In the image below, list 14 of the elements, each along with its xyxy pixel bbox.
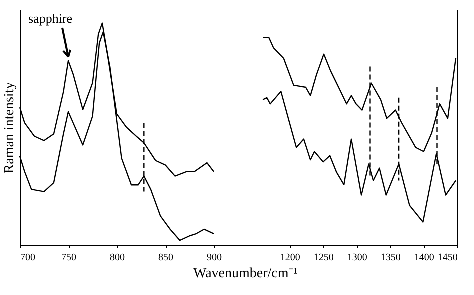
x-tick-label: 700 [20, 252, 36, 264]
x-axis-title: Wavenumber/cm⁻¹ [194, 266, 298, 282]
x-tick-label: 1200 [280, 252, 300, 264]
x-tick-label: 1350 [380, 252, 401, 264]
annotation: sapphire [28, 10, 73, 26]
x-tick-label: 1450 [438, 252, 458, 264]
x-tick-label: 900 [207, 252, 222, 264]
x-tick-label: 850 [158, 252, 174, 264]
x-tick-label: 1400 [414, 252, 434, 264]
x-tick-label: 1300 [347, 252, 368, 264]
x-tick-label: 750 [62, 252, 76, 264]
y-axis-title: Raman intensity [2, 82, 18, 174]
x-tick-label: 800 [110, 252, 125, 264]
x-tick-label: 1250 [314, 252, 334, 264]
